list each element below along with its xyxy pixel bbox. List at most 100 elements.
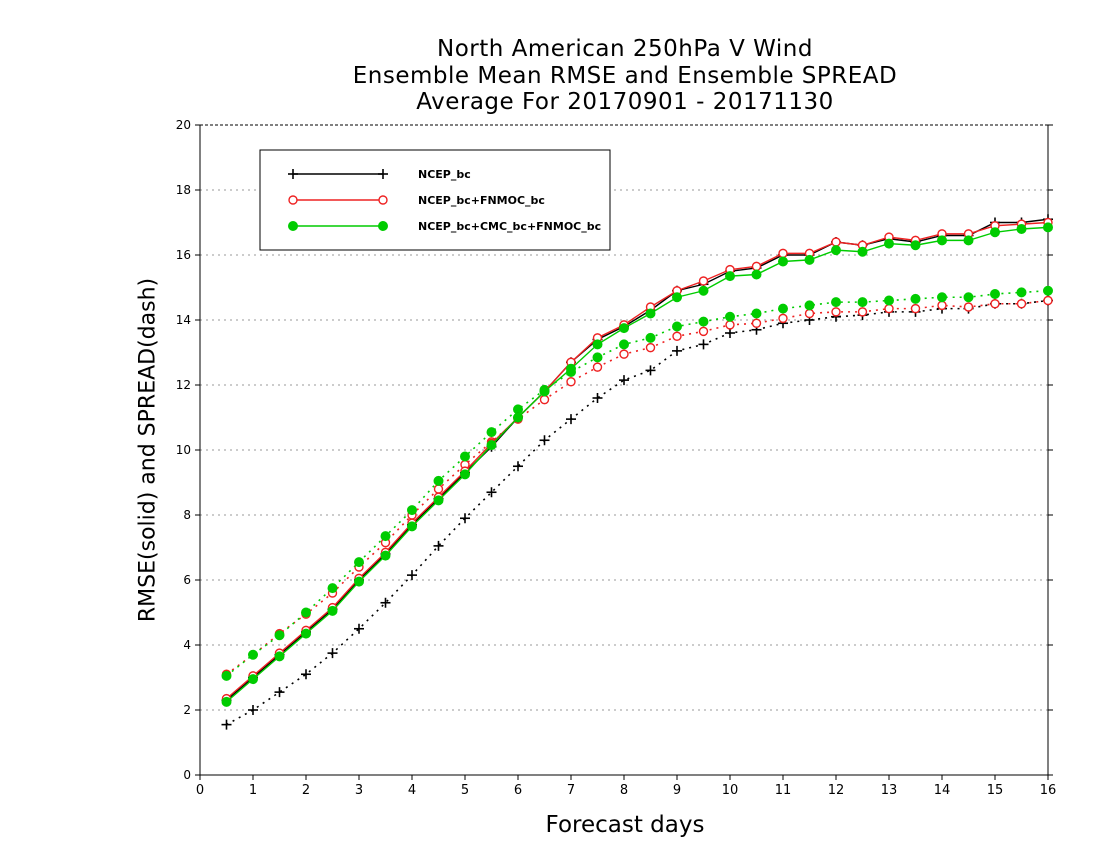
series-rmse-2: [221, 222, 1053, 707]
legend-label: NCEP_bc: [418, 168, 471, 181]
open-circle-marker: [539, 394, 550, 405]
filled-circle-marker: [354, 557, 364, 568]
plus-marker: [274, 687, 285, 698]
open-circle-marker: [778, 313, 788, 324]
series-spread-5: [221, 285, 1053, 681]
open-circle-marker: [619, 349, 629, 359]
filled-circle-marker: [1016, 224, 1027, 234]
x-tick-label: 9: [673, 783, 681, 798]
plus-marker: [354, 623, 364, 634]
filled-circle-marker: [407, 521, 417, 532]
filled-circle-marker: [566, 363, 576, 374]
x-tick-label: 16: [1040, 783, 1057, 798]
x-tick-label: 2: [302, 783, 310, 798]
x-tick-label: 1: [249, 783, 257, 798]
x-tick-label: 10: [722, 783, 739, 798]
filled-circle-marker: [619, 323, 629, 334]
filled-circle-marker: [910, 240, 921, 251]
plus-marker: [378, 169, 388, 179]
x-tick-label: 14: [934, 783, 951, 798]
filled-circle-marker: [221, 696, 232, 707]
x-tick-label: 6: [514, 783, 522, 798]
filled-circle-marker: [1043, 222, 1053, 233]
y-tick-label: 4: [183, 638, 191, 652]
series-rmse-0: [221, 214, 1053, 706]
y-tick-label: 18: [176, 183, 191, 197]
filled-circle-marker: [327, 583, 338, 594]
open-circle-marker: [698, 326, 709, 337]
chart-title-line-3: Average For 20170901 - 20171130: [416, 89, 834, 115]
plus-marker: [248, 705, 258, 715]
filled-circle-marker: [725, 311, 735, 322]
open-circle-marker: [910, 303, 921, 314]
open-circle-marker: [778, 248, 788, 259]
x-tick-label: 13: [881, 783, 898, 798]
filled-circle-marker: [380, 550, 391, 561]
y-tick-label: 6: [183, 573, 191, 587]
filled-circle-marker: [831, 297, 841, 308]
filled-circle-marker: [486, 427, 497, 438]
filled-circle-marker: [513, 412, 523, 423]
filled-circle-marker: [1016, 287, 1027, 298]
plus-marker: [698, 339, 709, 350]
y-tick-label: 2: [183, 703, 191, 717]
open-circle-marker: [937, 300, 947, 311]
filled-circle-marker: [221, 670, 232, 681]
plus-marker: [672, 345, 682, 356]
filled-circle-marker: [274, 630, 285, 641]
plus-marker: [619, 375, 629, 386]
open-circle-marker: [288, 195, 298, 205]
series-line: [226, 299, 1049, 726]
series-line: [226, 218, 1049, 701]
plus-marker: [380, 597, 391, 608]
filled-circle-marker: [804, 254, 815, 265]
open-circle-marker: [751, 261, 762, 272]
filled-circle-marker: [751, 269, 762, 280]
filled-circle-marker: [672, 321, 682, 332]
legend: NCEP_bc NCEP_bc+FNMOC_bc NCEP_bc+CMC_bc+FN…: [259, 149, 611, 251]
filled-circle-marker: [778, 256, 788, 267]
open-circle-marker: [378, 195, 388, 205]
filled-circle-marker: [937, 235, 947, 246]
series-rmse-1: [221, 217, 1053, 704]
filled-circle-marker: [433, 475, 444, 486]
filled-circle-marker: [486, 440, 497, 451]
series-line: [226, 221, 1049, 700]
open-circle-marker: [566, 377, 576, 387]
plus-marker: [433, 540, 444, 551]
gridlines: [200, 189, 1048, 711]
y-tick-label: 14: [176, 313, 191, 327]
filled-circle-marker: [288, 221, 298, 231]
plus-marker: [301, 669, 311, 680]
filled-circle-marker: [301, 607, 311, 618]
filled-circle-marker: [407, 505, 417, 516]
y-tick-label: 20: [176, 118, 191, 132]
series-line: [226, 289, 1049, 677]
plus-marker: [645, 365, 656, 376]
filled-circle-marker: [378, 221, 388, 231]
open-circle-marker: [990, 299, 1000, 309]
filled-circle-marker: [460, 469, 470, 480]
open-circle-marker: [725, 320, 735, 330]
x-tick-label: 11: [775, 783, 792, 798]
filled-circle-marker: [963, 235, 974, 246]
legend-label: NCEP_bc+CMC_bc+FNMOC_bc: [418, 220, 601, 233]
open-circle-marker: [963, 302, 974, 312]
filled-circle-marker: [884, 238, 894, 249]
filled-circle-marker: [857, 246, 868, 257]
plus-marker: [513, 461, 523, 472]
y-tick-label: 12: [176, 378, 191, 392]
x-tick-label: 0: [196, 783, 204, 798]
filled-circle-marker: [1043, 285, 1053, 296]
y-tick-label: 16: [176, 248, 191, 262]
y-tick-label: 0: [183, 768, 191, 782]
open-circle-marker: [751, 318, 762, 328]
plus-marker: [221, 719, 232, 730]
legend-label: NCEP_bc+FNMOC_bc: [418, 194, 545, 207]
open-circle-marker: [831, 307, 841, 317]
filled-circle-marker: [698, 285, 709, 296]
filled-circle-marker: [698, 316, 709, 327]
filled-circle-marker: [884, 295, 894, 306]
